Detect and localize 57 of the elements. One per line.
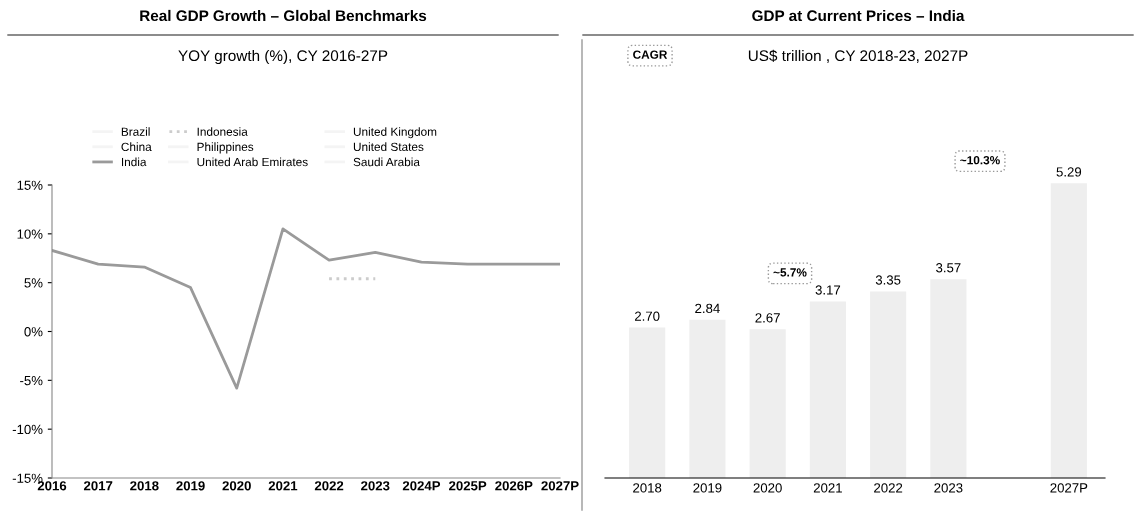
x-tick-label: 2025P <box>449 481 487 491</box>
data-label: 2.67 <box>755 313 780 323</box>
legend-label: Saudi Arabia <box>353 157 420 167</box>
x-tick-label: 2023 <box>361 481 390 491</box>
annotation: ~5.7% <box>773 268 807 277</box>
bar <box>749 329 786 478</box>
x-tick-label: 2017 <box>83 481 113 491</box>
y-tick-label: 15% <box>17 180 43 190</box>
x-tick-label: 2027P <box>541 481 579 491</box>
y-tick-label: -5% <box>20 375 43 386</box>
bar <box>870 291 907 478</box>
bar <box>689 319 726 478</box>
text: ~10.3% <box>960 156 1000 165</box>
x-tick-label: 2018 <box>633 483 662 493</box>
x-tick-label: 2020 <box>222 481 251 491</box>
y-tick-label: -10% <box>12 424 43 435</box>
bar <box>809 301 846 478</box>
chart-title: Real GDP Growth – Global Benchmarks <box>140 9 427 22</box>
legend-label: India <box>121 157 147 167</box>
legend-label: Indonesia <box>197 127 248 136</box>
legend-label: Brazil <box>121 127 150 136</box>
x-tick-label: 2023 <box>934 483 963 493</box>
x-tick-label: 2018 <box>130 481 159 491</box>
legend-label: United Kingdom <box>353 127 437 139</box>
legend-label: United States <box>353 142 424 152</box>
y-tick-label: 10% <box>17 229 43 239</box>
data-label: 2.84 <box>695 303 720 314</box>
data-label: 5.29 <box>1056 167 1082 177</box>
bar <box>930 279 967 478</box>
data-label: 3.35 <box>875 275 901 285</box>
legend-label: China <box>121 142 152 152</box>
data-label: 3.57 <box>936 263 961 273</box>
y-tick-label: -15% <box>12 473 43 483</box>
legend-label: Philippines <box>197 142 254 154</box>
x-tick-label: 2022 <box>314 481 344 491</box>
x-tick-label: 2020 <box>753 483 782 493</box>
x-tick-label: 2021 <box>813 483 842 493</box>
bar <box>1050 183 1087 478</box>
x-tick-label: 2027P <box>1050 483 1088 493</box>
x-tick-label: 2021 <box>268 481 298 491</box>
line-series <box>52 227 560 390</box>
chart-subtitle: YOY growth (%), CY 2016-27P <box>178 49 388 65</box>
y-tick-label: 0% <box>24 327 43 337</box>
x-tick-label: 2024P <box>402 481 441 491</box>
chart-title: GDP at Current Prices – India <box>752 9 965 22</box>
data-label: 2.70 <box>634 311 660 321</box>
text: CAGR <box>633 50 668 59</box>
legend-label: United Arab Emirates <box>197 157 308 167</box>
x-tick-label: 2026P <box>495 481 533 491</box>
data-label: 3.17 <box>815 285 841 295</box>
x-tick-label: 2016 <box>37 481 67 491</box>
x-tick-label: 2019 <box>693 483 722 493</box>
bar <box>629 327 666 478</box>
chart-subtitle: US$ trillion , CY 2018-23, 2027P <box>748 49 968 63</box>
y-tick-label: 5% <box>24 278 43 288</box>
x-tick-label: 2019 <box>176 481 205 491</box>
x-tick-label: 2022 <box>874 483 903 493</box>
